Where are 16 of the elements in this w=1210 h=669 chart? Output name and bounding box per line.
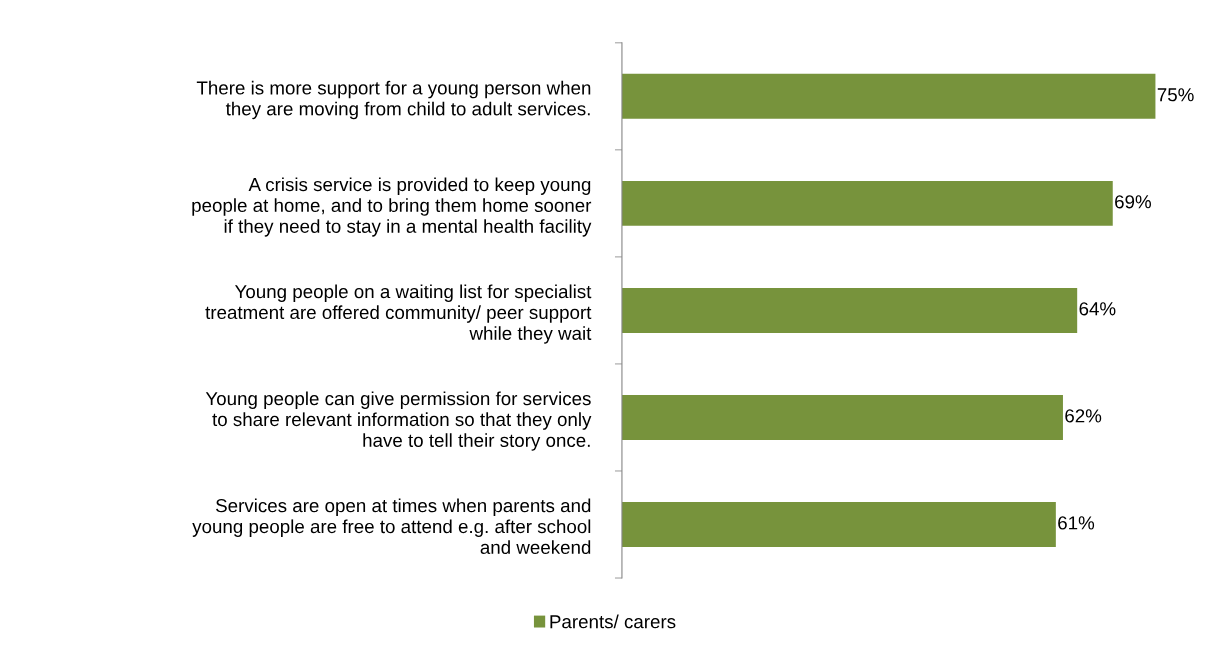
bar bbox=[621, 394, 1063, 440]
data-label: 61% bbox=[1058, 516, 1095, 530]
bar bbox=[621, 502, 1056, 547]
data-label: 75% bbox=[1157, 88, 1194, 102]
y-tick-label: Services are open at times when parents and young people are free to attend e.g. after school and weekend bbox=[192, 498, 591, 555]
y-tick-label: There is more support for a young person when they are moving from child to adult services. bbox=[196, 80, 591, 120]
bar bbox=[621, 73, 1156, 119]
y-tick-label: Young people on a waiting list for specialist treatment are offered community/ peer support while they wait bbox=[205, 284, 592, 344]
bar bbox=[621, 287, 1078, 333]
bar bbox=[621, 180, 1113, 226]
y-tick-label: Young people can give permission for services to share relevant information so that they only have to tell their story once. bbox=[205, 391, 592, 451]
legend-label: Parents/ carers bbox=[550, 614, 676, 629]
data-label: 69% bbox=[1115, 195, 1151, 209]
y-tick-label: A crisis service is provided to keep young people at home, and to bring them home sooner if they need to stay in a mental health facility bbox=[192, 177, 592, 237]
data-label: 62% bbox=[1065, 409, 1102, 423]
data-label: 64% bbox=[1079, 302, 1116, 316]
